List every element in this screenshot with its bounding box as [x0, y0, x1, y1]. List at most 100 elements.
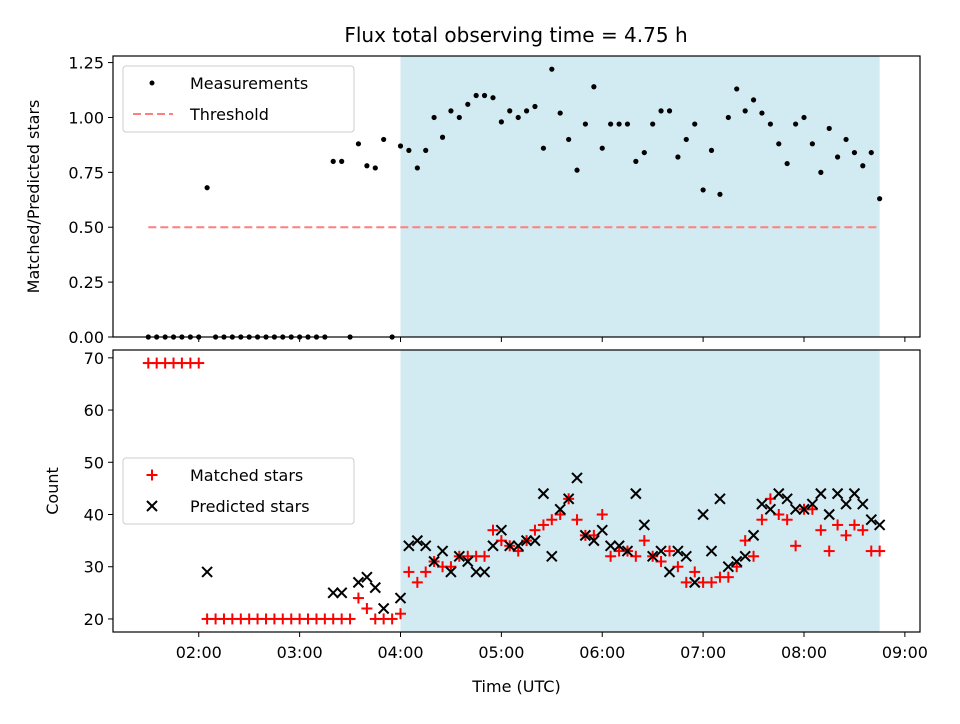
matched-star-point	[874, 545, 886, 557]
measurement-point	[641, 149, 647, 156]
matched-star-point	[731, 561, 743, 573]
measurement-point	[793, 121, 799, 127]
matched-star-point	[193, 357, 205, 369]
observing-window-shade	[400, 350, 880, 632]
x-tick-label: 05:00	[478, 643, 524, 662]
measurement-point	[860, 163, 866, 169]
measurement-point	[397, 143, 404, 149]
count-panel: 20 30 40 50 60 70 02:00 03:00 04:00 05:00 06:00 07…	[43, 349, 928, 696]
predicted-star-point	[663, 566, 676, 578]
predicted-star-point	[428, 555, 440, 568]
predicted-star-point	[571, 472, 583, 484]
measurement-point	[708, 147, 715, 153]
measurement-point	[456, 114, 462, 121]
x-tick-label: 08:00	[781, 643, 827, 662]
measurement-point	[868, 149, 874, 156]
predicted-star-point	[705, 545, 718, 557]
predicted-star-point	[361, 571, 373, 583]
measurement-point	[692, 121, 698, 127]
predicted-star-point	[588, 534, 600, 547]
predicted-star-point	[789, 503, 802, 515]
measurement-point	[616, 121, 622, 127]
matched-star-point	[781, 514, 793, 526]
count-y-axis-label: Count	[43, 467, 62, 515]
predicted-star-point	[873, 519, 886, 531]
measurement-point	[439, 134, 446, 140]
matched-star-point	[680, 576, 692, 588]
predicted-star-point	[377, 602, 390, 615]
measurement-point	[683, 136, 689, 143]
predicted-star-point	[478, 566, 491, 578]
measurement-point	[624, 121, 631, 127]
measurement-point	[650, 121, 656, 127]
measurement-point	[801, 114, 807, 121]
predicted-star-point	[848, 487, 861, 500]
matched-star-point	[529, 524, 541, 536]
ratio-y-axis-label: Matched/Predicted stars	[24, 100, 43, 294]
measurement-point	[566, 136, 572, 143]
measurement-point	[431, 114, 437, 121]
predicted-star-point	[394, 592, 407, 604]
predicted-star-point	[335, 587, 348, 599]
predicted-star-point	[604, 540, 617, 552]
matched-star-point	[748, 550, 760, 562]
measurement-point	[784, 160, 790, 167]
chart-title: Flux total observing time = 4.75 h	[344, 23, 687, 47]
measurement-point	[717, 191, 723, 197]
predicted-star-point	[857, 498, 869, 510]
predicted-star-point	[537, 487, 550, 500]
measurement-point	[532, 103, 538, 110]
measurement-point	[364, 163, 370, 169]
measurement-point	[608, 121, 614, 127]
matched-star-point	[352, 592, 364, 604]
ratio-panel-frame	[112, 55, 921, 338]
matched-star-point	[411, 576, 423, 588]
matched-star-point	[705, 576, 717, 588]
measurement-point	[843, 136, 849, 143]
legend-label-measurements: Measurements	[190, 74, 308, 93]
x-tick-label: 06:00	[579, 643, 625, 662]
matched-star-point	[790, 540, 802, 552]
predicted-star-point	[462, 555, 474, 568]
measurement-point	[423, 147, 429, 153]
predicted-star-point	[470, 566, 482, 578]
measurement-point	[540, 145, 547, 151]
count-panel-frame	[112, 349, 921, 633]
y-tick-label: 0.75	[68, 163, 104, 182]
predicted-star-point	[369, 581, 381, 594]
predicted-star-point	[487, 540, 499, 552]
y-tick-label: 1.00	[68, 108, 104, 127]
measurement-point	[675, 154, 681, 160]
x-tick-label: 02:00	[176, 643, 222, 662]
matched-star-point	[848, 519, 860, 531]
matched-star-point	[689, 566, 701, 578]
time-x-axis-label: Time (UTC)	[471, 677, 560, 696]
predicted-star-point	[201, 566, 213, 578]
matched-star-point	[546, 514, 558, 526]
matched-star-point	[394, 608, 406, 620]
measurement-point	[498, 119, 504, 125]
y-tick-label: 0.25	[68, 273, 104, 292]
matched-stars-points	[142, 357, 886, 625]
legend-plus-glyph	[146, 469, 158, 481]
y-tick-label: 70	[84, 349, 104, 368]
matched-star-point	[487, 524, 499, 536]
measurement-point	[381, 136, 387, 143]
predicted-star-point	[756, 498, 768, 510]
measurement-point	[507, 108, 513, 114]
measurement-point	[582, 121, 588, 127]
predicted-star-point	[638, 519, 651, 531]
matched-star-point	[537, 519, 549, 531]
measurement-point	[465, 101, 471, 107]
legend-label-matched: Matched stars	[190, 466, 303, 485]
matched-star-point	[420, 566, 432, 578]
y-tick-label: 40	[84, 506, 104, 525]
measurement-point	[700, 187, 706, 193]
predicted-star-point	[714, 493, 726, 505]
measurement-point	[742, 108, 748, 114]
predicted-star-point	[352, 576, 365, 589]
measurement-point	[599, 145, 605, 151]
measurement-point	[725, 114, 731, 121]
predicted-star-point	[840, 498, 852, 510]
